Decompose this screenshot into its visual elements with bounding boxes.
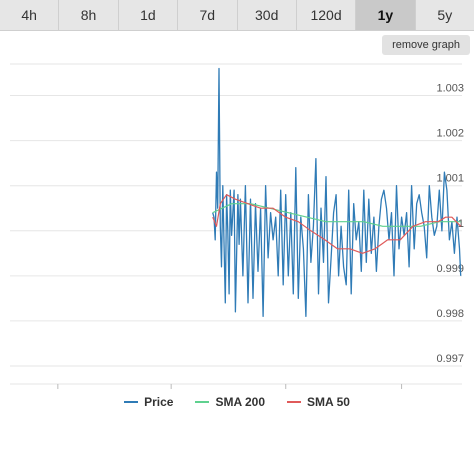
chart-legend: Price SMA 200 SMA 50: [0, 392, 474, 412]
tab-4h[interactable]: 4h: [0, 0, 60, 30]
y-tick-label: 0.998: [436, 308, 464, 320]
y-tick-label: 1.002: [436, 128, 464, 140]
y-tick-label: 1: [458, 218, 464, 230]
remove-graph-button[interactable]: remove graph: [382, 35, 470, 55]
series-line-sma50: [212, 194, 462, 254]
legend-item-sma200[interactable]: SMA 200: [195, 395, 265, 409]
y-tick-label: 1.003: [436, 83, 464, 95]
legend-item-price[interactable]: Price: [124, 395, 173, 409]
legend-swatch-sma50: [287, 401, 302, 403]
grid-lines: [10, 63, 462, 385]
legend-label-sma50: SMA 50: [307, 395, 350, 409]
series-line-price: [212, 67, 462, 318]
x-axis-ticks: Jan '25Apr '25Jul '25Oct '25: [57, 384, 403, 389]
series-line-sma200: [212, 203, 461, 227]
tab-7d[interactable]: 7d: [178, 0, 238, 30]
tab-8h[interactable]: 8h: [59, 0, 119, 30]
series-lines: [212, 67, 462, 318]
price-chart: 0.997 0.998 0.999 1 1.001 1.002 1.003 Jan '25A…: [10, 63, 464, 389]
legend-label-price: Price: [144, 395, 174, 409]
tab-5y[interactable]: 5y: [415, 0, 474, 30]
y-tick-label: 0.999: [436, 263, 464, 275]
legend-swatch-sma200: [195, 401, 210, 403]
legend-label-sma200: SMA 200: [215, 395, 266, 409]
tab-1d[interactable]: 1d: [118, 0, 179, 30]
tab-120d[interactable]: 120d: [296, 0, 357, 30]
legend-swatch-price: [124, 401, 139, 403]
y-axis-ticks: 0.997 0.998 0.999 1 1.001 1.002 1.003: [436, 83, 464, 365]
y-tick-label: 1.001: [436, 173, 464, 185]
y-tick-label: 0.997: [436, 353, 464, 365]
legend-item-sma50[interactable]: SMA 50: [287, 395, 350, 409]
tab-1y[interactable]: 1y: [356, 0, 416, 30]
timeframe-tabs: 4h 8h 1d 7d 30d 120d 1y 5y: [0, 0, 474, 31]
tab-30d[interactable]: 30d: [237, 0, 297, 30]
